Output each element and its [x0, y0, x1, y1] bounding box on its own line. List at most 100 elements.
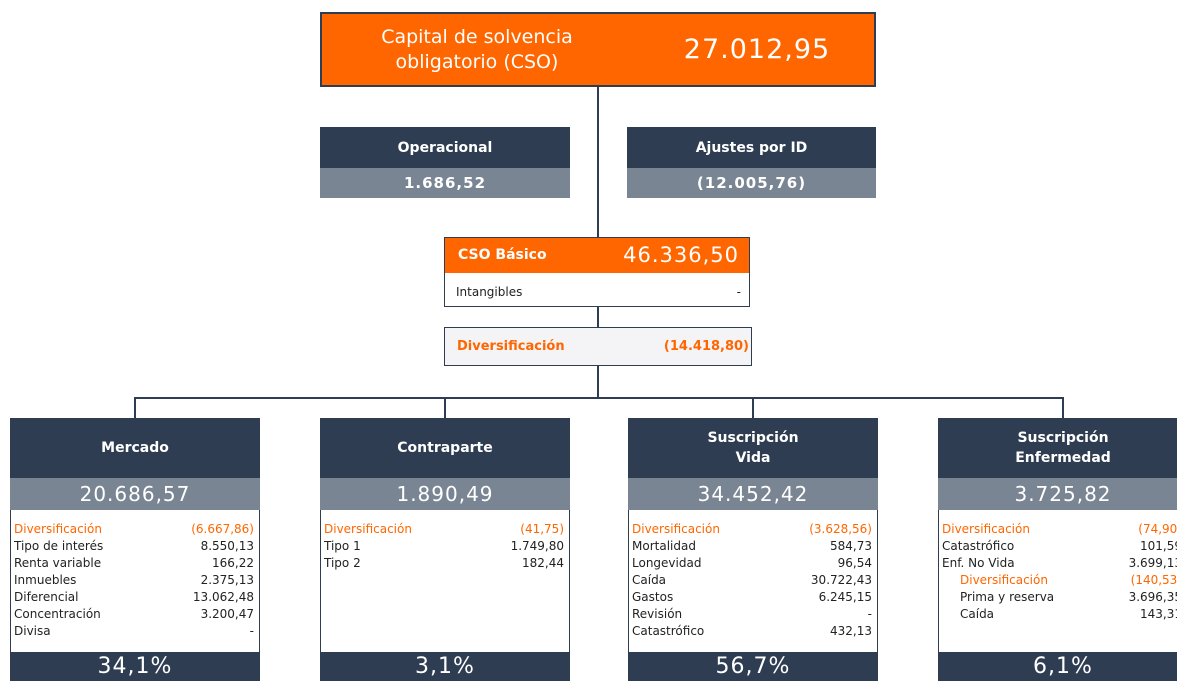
- item-label: Caída: [960, 607, 995, 621]
- item-label: Diversificación: [14, 522, 102, 536]
- item-label: Diversificación: [942, 522, 1030, 536]
- item-label: Longevidad: [632, 556, 702, 570]
- item-label: Tipo 2: [324, 556, 361, 570]
- basico-value: 46.336,50: [623, 243, 739, 267]
- row-label: Intangibles: [456, 285, 523, 299]
- module-box: Suscripción Vida 34.452,42 Diversificación (…: [628, 418, 878, 681]
- module-share: 6,1%: [938, 652, 1177, 681]
- module-title-line: Mercado: [101, 440, 169, 456]
- module-title-line: Vida: [735, 450, 771, 466]
- cso-box: Capital de solvencia obligatorio (CSO) 2…: [320, 12, 876, 87]
- item-label: Revisión: [632, 607, 683, 621]
- item-label: Enf. No Vida: [942, 556, 1015, 570]
- item-value: (41,75): [520, 522, 564, 536]
- module-title: Contraparte: [320, 418, 570, 478]
- item-value: 96,54: [837, 556, 872, 570]
- item-label: Tipo de interés: [14, 539, 104, 553]
- box-value: 1.686,52: [320, 168, 570, 198]
- module-title: Suscripción Vida: [628, 418, 878, 478]
- item-value: 3.696,35: [1128, 590, 1177, 604]
- cso-label-line: obligatorio (CSO): [395, 50, 559, 73]
- item-value: 6.245,15: [818, 590, 872, 604]
- module-box: Mercado 20.686,57 Diversificación (6.667,86…: [10, 418, 260, 681]
- module-share: 34,1%: [10, 652, 260, 681]
- item-value: 8.550,13: [200, 539, 254, 553]
- module-box: Suscripción Enfermedad 3.725,82 Diversifica…: [938, 418, 1177, 681]
- connector: [134, 397, 1064, 399]
- connector: [597, 366, 599, 398]
- item-label: Diversificación: [960, 573, 1048, 587]
- item-value: 2.375,13: [200, 573, 254, 587]
- module-title-line: Suscripción: [707, 430, 799, 446]
- item-value: 432,13: [830, 624, 872, 638]
- item-label: Diversificación: [324, 522, 412, 536]
- module-details: [320, 510, 570, 652]
- item-label: Diversificación: [632, 522, 720, 536]
- item-label: Caída: [632, 573, 667, 587]
- item-value: 143,31: [1140, 607, 1177, 621]
- item-value: 101,59: [1140, 539, 1177, 553]
- basico-header: CSO Básico 46.336,50: [445, 238, 749, 273]
- item-label: Inmuebles: [14, 573, 77, 587]
- div-label: Diversificación: [457, 339, 565, 354]
- item-label: Catastrófico: [942, 539, 1015, 553]
- basico-box: CSO Básico 46.336,50 Intangibles -: [444, 237, 750, 307]
- module-value: 3.725,82: [938, 478, 1177, 510]
- item-label: Prima y reserva: [960, 590, 1055, 604]
- connector: [1062, 398, 1064, 418]
- connector: [134, 398, 136, 418]
- connector: [597, 87, 599, 237]
- item-label: Divisa: [14, 624, 51, 638]
- item-value: 584,73: [830, 539, 872, 553]
- cso-label: Capital de solvencia obligatorio (CSO): [322, 14, 632, 85]
- ajustes-box: Ajustes por ID (12.005,76): [627, 127, 876, 198]
- item-label: Catastrófico: [632, 624, 705, 638]
- item-value: 182,44: [522, 556, 564, 570]
- module-box: Contraparte 1.890,49 Diversificación (41,75…: [320, 418, 570, 681]
- module-title-line: Contraparte: [397, 440, 493, 456]
- operacional-box: Operacional 1.686,52: [320, 127, 570, 198]
- module-value: 20.686,57: [10, 478, 260, 510]
- module-share: 3,1%: [320, 652, 570, 681]
- module-title: Mercado: [10, 418, 260, 478]
- box-value: (12.005,76): [627, 168, 876, 198]
- item-label: Tipo 1: [324, 539, 361, 553]
- item-value: 3.699,13: [1128, 556, 1177, 570]
- item-value: (3.628,56): [809, 522, 872, 536]
- connector: [597, 307, 599, 327]
- connector: [752, 398, 754, 418]
- item-value: -: [867, 607, 872, 621]
- item-label: Gastos: [632, 590, 674, 604]
- item-value: (140,53): [1130, 573, 1177, 587]
- box-title: Operacional: [320, 127, 570, 168]
- row-value: -: [736, 285, 741, 299]
- diversificacion-box: Diversificación (14.418,80): [444, 327, 752, 366]
- cso-label-line: Capital de solvencia: [381, 25, 573, 48]
- module-title-line: Suscripción: [1017, 430, 1109, 446]
- item-value: 30.722,43: [810, 573, 872, 587]
- item-label: Concentración: [14, 607, 101, 621]
- div-value: (14.418,80): [663, 339, 749, 354]
- item-label: Mortalidad: [632, 539, 696, 553]
- item-label: Renta variable: [14, 556, 102, 570]
- module-value: 1.890,49: [320, 478, 570, 510]
- basico-label: CSO Básico: [458, 247, 547, 263]
- connector: [444, 398, 446, 418]
- item-label: Diferencial: [14, 590, 79, 604]
- module-details: [938, 510, 1177, 652]
- item-value: 13.062,48: [192, 590, 254, 604]
- module-value: 34.452,42: [628, 478, 878, 510]
- box-title: Ajustes por ID: [627, 127, 876, 168]
- module-title: Suscripción Enfermedad: [938, 418, 1177, 478]
- item-value: (6.667,86): [191, 522, 254, 536]
- item-value: 166,22: [212, 556, 254, 570]
- item-value: (74,90): [1138, 522, 1177, 536]
- module-share: 56,7%: [628, 652, 878, 681]
- item-value: 1.749,80: [510, 539, 564, 553]
- module-title-line: Enfermedad: [1015, 450, 1111, 466]
- module-details: [628, 510, 878, 652]
- cso-value: 27.012,95: [683, 34, 831, 65]
- item-value: -: [249, 624, 254, 638]
- module-details: [10, 510, 260, 652]
